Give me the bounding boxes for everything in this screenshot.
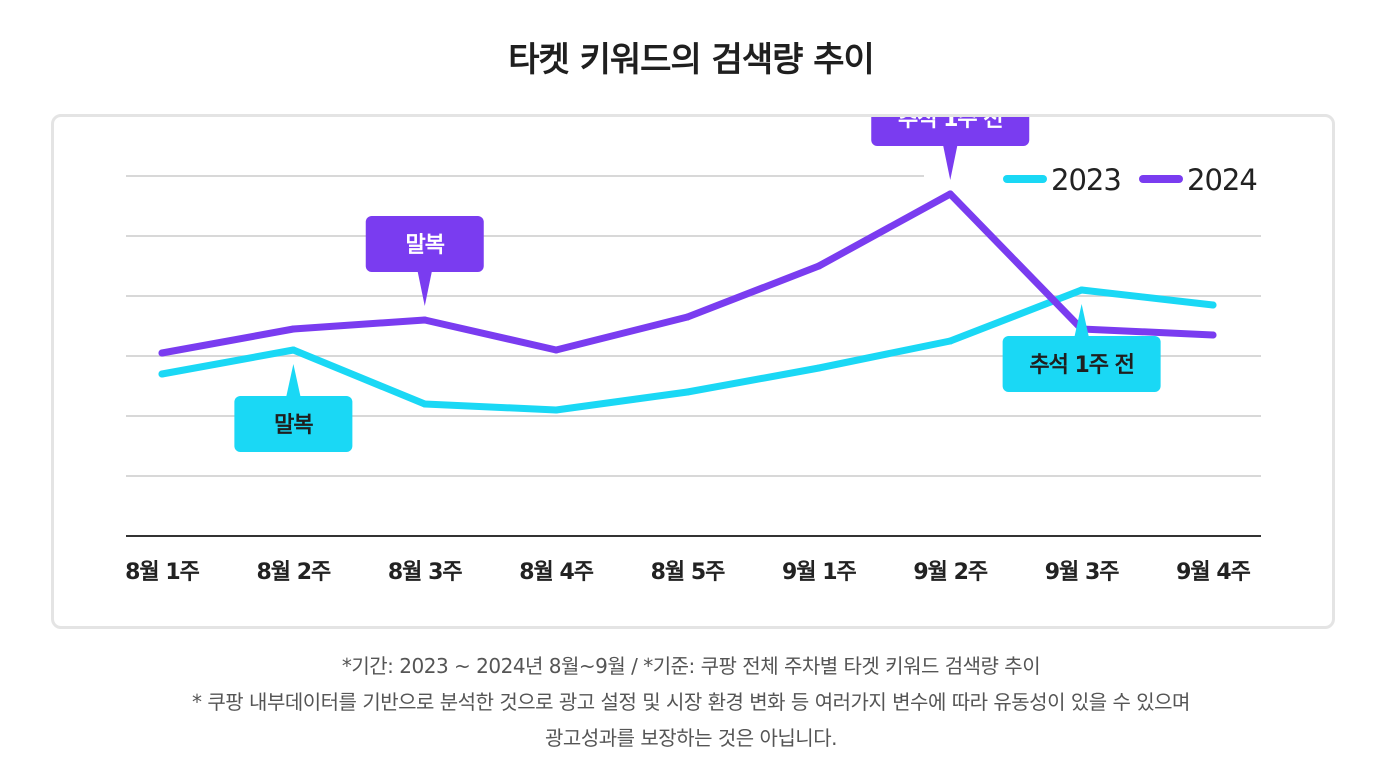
data-point-2024 (1210, 332, 1217, 339)
legend-label-2024: 2024 (1187, 163, 1257, 197)
chart-card: 8월 1주 8월 2주 8월 3주 8월 4주 8월 5주 9월 1주 9월 2주 9월 3주… (51, 114, 1335, 629)
x-tick-label: 9월 1주 (782, 560, 857, 585)
x-tick-label: 8월 1주 (125, 560, 200, 585)
annotation-pointer (286, 364, 300, 396)
data-point-2023 (684, 389, 691, 396)
x-tick-label: 8월 3주 (388, 560, 463, 585)
x-tick-label: 8월 2주 (256, 560, 331, 585)
data-point-2023 (553, 407, 560, 414)
data-point-2024 (421, 317, 428, 324)
chart-title: 타켓 키워드의 검색량 추이 (0, 32, 1382, 81)
x-tick-label: 8월 5주 (651, 560, 726, 585)
x-tick-label: 9월 4주 (1176, 560, 1251, 585)
annotation-label: 말복 (274, 413, 313, 438)
annotation-pointer (418, 272, 432, 306)
data-point-2023 (159, 371, 166, 378)
data-point-2023 (421, 401, 428, 408)
footnote-disclaimer: * 쿠팡 내부데이터를 기반으로 분석한 것으로 광고 설정 및 시장 환경 변… (0, 686, 1382, 715)
x-tick-label: 9월 3주 (1045, 560, 1120, 585)
line-chart: 8월 1주 8월 2주 8월 3주 8월 4주 8월 5주 9월 1주 9월 2주 9월 3주… (54, 117, 1332, 626)
annotation-label: 추석 1주 전 (898, 117, 1003, 132)
data-point-2024 (553, 347, 560, 354)
data-point-2024 (159, 350, 166, 357)
data-point-2024 (815, 263, 822, 270)
annotation-label: 추석 1주 전 (1029, 353, 1134, 378)
footnote-disclaimer-cont: 광고성과를 보장하는 것은 아닙니다. (0, 722, 1382, 751)
data-point-2024 (290, 326, 297, 333)
x-tick-label: 9월 2주 (913, 560, 988, 585)
data-point-2023 (290, 347, 297, 354)
data-point-2023 (1078, 287, 1085, 294)
data-point-2024 (947, 191, 954, 198)
annotation-label: 말복 (406, 233, 445, 258)
data-point-2023 (1210, 302, 1217, 309)
annotation-pointer (943, 146, 957, 180)
data-point-2024 (684, 314, 691, 321)
data-point-2023 (947, 338, 954, 345)
footnote-period: *기간: 2023 ~ 2024년 8월~9월 / *기준: 쿠팡 전체 주차별… (0, 650, 1382, 679)
data-point-2023 (815, 365, 822, 372)
legend-label-2023: 2023 (1051, 163, 1121, 197)
x-tick-label: 8월 4주 (519, 560, 594, 585)
series-line-2024 (162, 194, 1213, 353)
